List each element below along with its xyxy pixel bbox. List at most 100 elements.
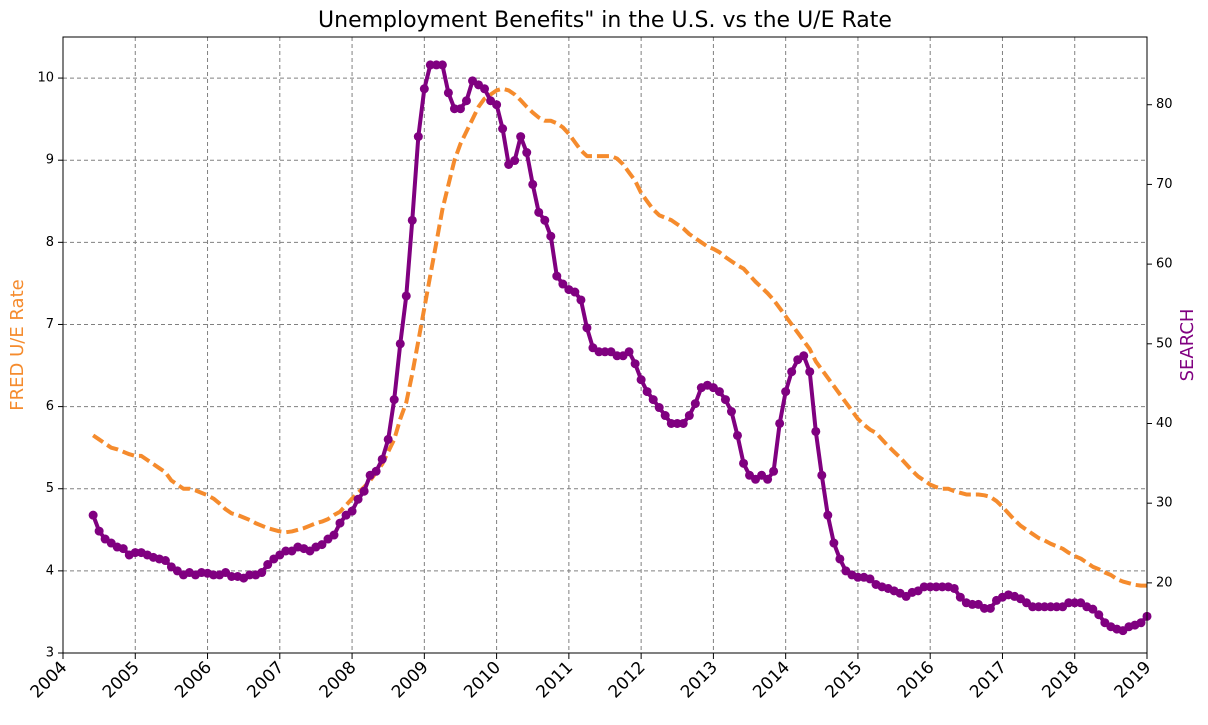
series-point bbox=[160, 556, 170, 566]
series-point bbox=[570, 287, 580, 297]
series-point bbox=[636, 375, 646, 385]
x-tick-label: 2004 bbox=[27, 658, 72, 703]
series-point bbox=[781, 387, 791, 397]
series-point bbox=[726, 407, 736, 417]
series-point bbox=[769, 466, 779, 476]
series-point bbox=[714, 387, 724, 397]
series-point bbox=[498, 124, 508, 134]
series-point bbox=[347, 506, 357, 516]
y-tick-label: 8 bbox=[46, 235, 54, 250]
series-point bbox=[660, 411, 670, 421]
series-point bbox=[528, 179, 538, 189]
x-tick-label: 2012 bbox=[605, 658, 650, 703]
series-point bbox=[582, 323, 592, 333]
series-point bbox=[329, 530, 339, 540]
series-point bbox=[678, 418, 688, 428]
y2-tick-label: 50 bbox=[1156, 336, 1173, 351]
y-tick-label: 3 bbox=[46, 646, 54, 661]
series-point bbox=[811, 426, 821, 436]
x-tick-label: 2011 bbox=[532, 658, 577, 703]
series-point bbox=[690, 399, 700, 409]
series-point bbox=[443, 88, 453, 98]
series-point bbox=[949, 583, 959, 593]
series-point bbox=[732, 430, 742, 440]
series-point bbox=[799, 351, 809, 361]
y2-tick-label: 20 bbox=[1156, 575, 1173, 590]
series-point bbox=[335, 518, 345, 528]
series-point bbox=[576, 295, 586, 305]
series-point bbox=[401, 291, 411, 301]
series-point bbox=[546, 231, 556, 241]
series-point bbox=[516, 132, 526, 142]
x-tick-label: 2010 bbox=[460, 658, 505, 703]
x-tick-label: 2005 bbox=[99, 658, 144, 703]
x-tick-label: 2016 bbox=[894, 658, 939, 703]
plot-frame bbox=[62, 36, 1148, 654]
y2-tick-label: 80 bbox=[1156, 97, 1173, 112]
series-point bbox=[642, 387, 652, 397]
x-tick-label: 2008 bbox=[316, 658, 361, 703]
y-tick-label: 5 bbox=[46, 481, 54, 496]
y2-tick-label: 70 bbox=[1156, 177, 1173, 192]
series-point bbox=[624, 347, 634, 357]
series-point bbox=[118, 544, 128, 554]
x-tick-label: 2009 bbox=[388, 658, 433, 703]
x-tick-label: 2017 bbox=[966, 658, 1011, 703]
series-point bbox=[461, 96, 471, 106]
y-tick-label: 9 bbox=[46, 153, 54, 168]
series-point bbox=[775, 418, 785, 428]
series-point bbox=[558, 279, 568, 289]
series-point bbox=[817, 470, 827, 480]
series-point bbox=[510, 156, 520, 166]
series-point bbox=[419, 84, 429, 94]
series-point bbox=[955, 592, 965, 602]
series-point bbox=[835, 554, 845, 564]
x-tick-label: 2018 bbox=[1038, 658, 1083, 703]
y2-axis-label: SEARCH bbox=[1177, 309, 1198, 382]
x-tick-label: 2006 bbox=[171, 658, 216, 703]
series-point bbox=[480, 84, 490, 94]
series-point bbox=[865, 574, 875, 584]
series-point bbox=[413, 132, 423, 142]
series-point bbox=[317, 540, 327, 550]
y-tick-label: 10 bbox=[37, 71, 54, 86]
x-tick-label: 2007 bbox=[243, 658, 288, 703]
x-tick-label: 2015 bbox=[822, 658, 867, 703]
x-tick-label: 2019 bbox=[1111, 658, 1156, 703]
series-line bbox=[91, 62, 1149, 633]
series-point bbox=[648, 395, 658, 405]
series-point bbox=[492, 100, 502, 110]
y2-tick-label: 30 bbox=[1156, 496, 1173, 511]
series-line bbox=[92, 86, 1147, 588]
y-axis-label: FRED U/E Rate bbox=[7, 279, 28, 410]
series-point bbox=[684, 411, 694, 421]
y-tick-label: 4 bbox=[46, 563, 54, 578]
y2-tick-label: 40 bbox=[1156, 416, 1173, 431]
series-point bbox=[353, 494, 363, 504]
series-point bbox=[552, 271, 562, 281]
series-point bbox=[823, 510, 833, 520]
series-point bbox=[1136, 618, 1146, 628]
series-point bbox=[257, 568, 267, 578]
series-point bbox=[88, 510, 98, 520]
series-point bbox=[359, 486, 369, 496]
series-point bbox=[630, 359, 640, 369]
series-point bbox=[383, 434, 393, 444]
series-point bbox=[787, 367, 797, 377]
series-point bbox=[263, 560, 273, 570]
series-point bbox=[389, 395, 399, 405]
chart-title: Unemployment Benefits" in the U.S. vs th… bbox=[318, 8, 892, 33]
series-point bbox=[805, 367, 815, 377]
series-point bbox=[763, 474, 773, 484]
series-point bbox=[395, 339, 405, 349]
series-point bbox=[455, 104, 465, 114]
series-point bbox=[371, 466, 381, 476]
x-tick-label: 2014 bbox=[749, 658, 794, 703]
series-point bbox=[720, 395, 730, 405]
series-point bbox=[540, 215, 550, 225]
y-tick-label: 6 bbox=[46, 399, 54, 414]
x-tick-label: 2013 bbox=[677, 658, 722, 703]
series-point bbox=[407, 215, 417, 225]
y2-tick-label: 60 bbox=[1156, 257, 1173, 272]
